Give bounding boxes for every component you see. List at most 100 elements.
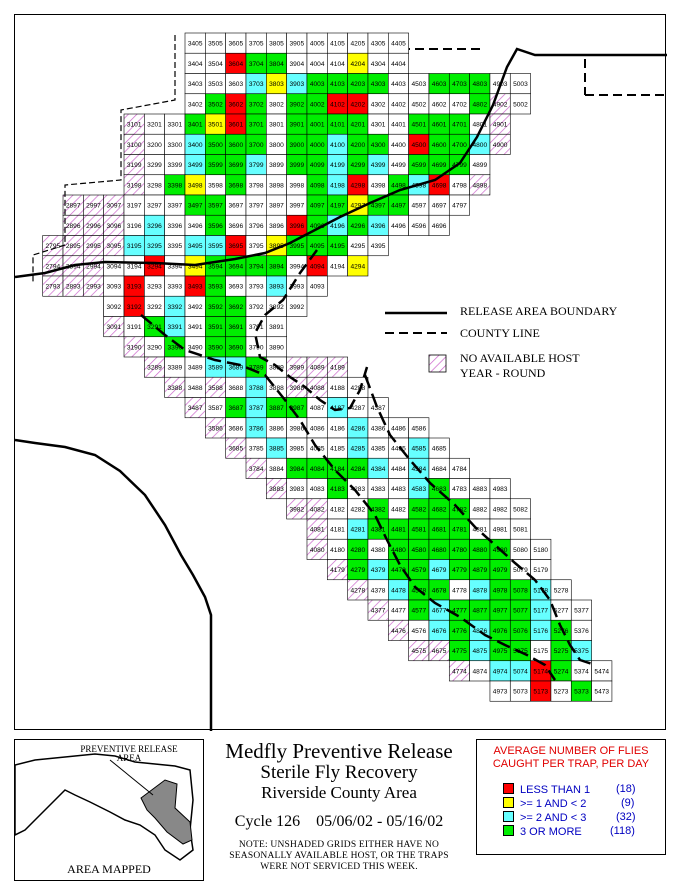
grid-cell-label: 3793: [249, 284, 264, 291]
grid-cell-label: 5002: [513, 101, 528, 108]
legend-row-red: LESS THAN 1 (18): [503, 783, 636, 796]
grid-cell-label: 4797: [452, 203, 467, 210]
grid-cell-label: 3904: [289, 61, 304, 68]
date-range: 05/06/02 - 05/16/02: [316, 813, 444, 830]
grid-cell-label: 4675: [432, 648, 447, 655]
grid-cell-label: 4179: [330, 567, 345, 574]
grid-cell-label: 3589: [208, 365, 223, 372]
grid-cell-label: 4001: [310, 122, 325, 129]
grid-cell-label: 2995: [86, 243, 101, 250]
grid-cell-label: 4281: [350, 527, 365, 534]
grid-cell-label: 3791: [249, 324, 264, 331]
grid-cell-label: 4397: [371, 203, 386, 210]
cycle-label: Cycle 126: [234, 813, 301, 830]
cycle-dates: Cycle 126 05/06/02 - 05/16/02: [205, 812, 473, 832]
grid-cell-label: 4586: [411, 425, 426, 432]
note-line-1: NOTE: UNSHADED GRIDS EITHER HAVE NO: [238, 840, 440, 850]
grid-cell-label: 3403: [188, 81, 203, 88]
grid-cell-label: 3998: [289, 182, 304, 189]
grid-cell-label: 3900: [289, 142, 304, 149]
grid-cell-label: 3097: [107, 203, 122, 210]
grid-cell-label: 3605: [228, 41, 243, 48]
grid-cell-label: 5174: [533, 668, 548, 675]
grid-cell-label: 3494: [188, 263, 203, 270]
grid-cell-label: 4196: [330, 223, 345, 230]
grid-cell-label: 3698: [228, 182, 243, 189]
grid-cell-label: 4783: [452, 486, 467, 493]
inset-caption: AREA MAPPED: [67, 862, 151, 876]
grid-cell: [448, 194, 470, 216]
grid-cell-label: 3397: [168, 203, 183, 210]
grid-cell-label: 4382: [371, 506, 386, 513]
grid-cell-label: 2895: [66, 243, 81, 250]
grid-cell-label: 5376: [574, 628, 589, 635]
grid-cell-label: 3690: [228, 344, 243, 351]
grid-cell-label: 3195: [127, 243, 142, 250]
grid-cell-label: 3898: [269, 182, 284, 189]
legend-row-green: 3 OR MORE (118): [503, 825, 635, 838]
grid-cell-label: 3987: [289, 405, 304, 412]
note-line-2: SEASONALLY AVAILABLE HOST, OR THE TRAPS: [229, 851, 449, 861]
grid-cell-label: 4087: [310, 405, 325, 412]
grid-cell-label: 3687: [228, 405, 243, 412]
grid-cell-label: 4377: [371, 608, 386, 615]
grid-cell-label: 4097: [310, 203, 325, 210]
grid-cell-label: 3903: [289, 81, 304, 88]
grid-cell: [367, 235, 389, 257]
grid-cell-label: 3800: [269, 142, 284, 149]
legend-cyan-label: >= 2 AND < 3: [520, 812, 587, 824]
grid-cell-label: 4279: [350, 567, 365, 574]
grid-cell-label: 4405: [391, 41, 406, 48]
grid-cell-label: 4180: [330, 547, 345, 554]
map-canvas: 3405 3505 3605 3705 3805 3905 4005 4105 4205 4305…: [15, 32, 667, 731]
grid-cell-label: 3101: [127, 122, 142, 129]
grid-cell-label: 5081: [513, 527, 528, 534]
grid-cell-label: 2894: [66, 263, 81, 270]
grid-cell-label: 4600: [432, 142, 447, 149]
grid-cell-label: 3691: [228, 324, 243, 331]
swatch-cyan: [503, 811, 514, 822]
grid-cell-label: 3886: [269, 425, 284, 432]
grid-cell-label: 3702: [249, 101, 264, 108]
grid-cell-label: 3993: [289, 284, 304, 291]
grid-cell-label: 3092: [107, 304, 122, 311]
grid-cell-label: 3502: [208, 101, 223, 108]
grid-cell-label: 4681: [432, 527, 447, 534]
grid-cell-label: 3592: [208, 304, 223, 311]
grid-cell: [428, 214, 450, 236]
grid-cell-label: 4596: [411, 223, 426, 230]
grid-cell-label: 3505: [208, 41, 223, 48]
grid-cell-label: 3392: [168, 304, 183, 311]
grid-cell-label: 3501: [208, 122, 223, 129]
grid-cell-label: 4581: [411, 527, 426, 534]
grid-cell-label: 4384: [371, 466, 386, 473]
grid-cell-label: 4286: [350, 425, 365, 432]
grid-cell-label: 4683: [432, 486, 447, 493]
grid-cell: [306, 275, 328, 297]
grid-cell-label: 4478: [391, 587, 406, 594]
grid-cell-label: 4182: [330, 506, 345, 513]
grid-cell-label: 4299: [350, 162, 365, 169]
grid-cell-label: 4385: [371, 446, 386, 453]
grid-cell-label: 3404: [188, 61, 203, 68]
grid-cell-label: 3389: [168, 365, 183, 372]
grid-cell-label: 4486: [391, 425, 406, 432]
grid-cell-label: 4095: [310, 243, 325, 250]
grid-cell-label: 3194: [127, 263, 142, 270]
grid-cell-label: 4975: [493, 648, 508, 655]
grid-cell-label: 4283: [350, 486, 365, 493]
legend-row-cyan: >= 2 AND < 3 (32): [503, 811, 636, 824]
grid-cell-label: 3587: [208, 405, 223, 412]
grid-cell-label: 3805: [269, 41, 284, 48]
grid-cell-label: 3797: [249, 203, 264, 210]
grid-cell-label: 3289: [147, 365, 162, 372]
grid-cell-label: 4696: [432, 223, 447, 230]
grid-cell-label: 3594: [208, 263, 223, 270]
grid-cell-label: 3394: [168, 263, 183, 270]
grid-cell-label: 4701: [452, 122, 467, 129]
grid-cell-label: 3894: [269, 263, 284, 270]
grid-cell-label: 3586: [208, 425, 223, 432]
grid-cell-label: 5078: [513, 587, 528, 594]
grid-cell-label: 4677: [432, 608, 447, 615]
grid-cell-label: 3595: [208, 243, 223, 250]
